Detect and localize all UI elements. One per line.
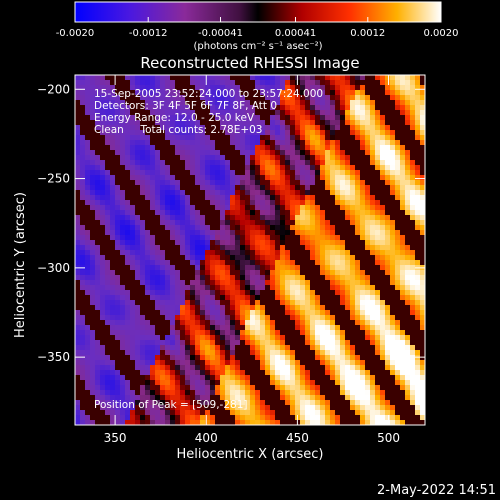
colorbar-ticks: -0.0020 -0.0012 -0.00041 0.00041 0.0012 0.002… [56,17,459,39]
y-axis-label: Heliocentric Y (arcsec) [13,192,28,338]
colorbar-tick-label: 0.00041 [275,28,316,39]
x-tick-label: 400 [195,431,218,445]
y-tick-label: −250 [37,172,70,186]
heatmap-image [75,75,425,425]
x-axis-label: Heliocentric X (arcsec) [177,447,324,462]
footer-timestamp: 2-May-2022 14:51 [377,483,496,498]
colorbar-tick-label: -0.0020 [56,28,95,39]
colorbar-tick-label: -0.00041 [198,28,243,39]
plot-frame [74,74,426,426]
colorbar-tick-label: 0.0020 [424,28,459,39]
chart-title: Reconstructed RHESSI Image [140,54,359,72]
y-tick-label: −300 [37,261,70,275]
axes: 350 400 450 500 −200 −250 −300 −350 [37,75,425,445]
x-tick-label: 500 [377,431,400,445]
annotation-peak: Position of Peak = [509,-281] [94,399,248,411]
colorbar [74,1,442,23]
annotation-detectors: Detectors: 3F 4F 5F 6F 7F 8F, Att 0 [94,100,277,112]
annotation-energy: Energy Range: 12.0 - 25.0 keV [94,112,255,124]
annotation-time: 15-Sep-2005 23:52:24.000 to 23:57:24.000 [94,88,323,100]
colorbar-tick-label: 0.0012 [350,28,385,39]
colorbar-tick-label: -0.0012 [129,28,168,39]
x-tick-label: 350 [104,431,127,445]
colorbar-unit-label: (photons cm⁻² s⁻¹ asec⁻²) [193,41,322,52]
y-tick-label: −200 [37,82,70,96]
y-tick-label: −350 [37,350,70,364]
x-tick-label: 450 [286,431,309,445]
annotation-clean: Clean Total counts: 2.78E+03 [94,124,263,136]
